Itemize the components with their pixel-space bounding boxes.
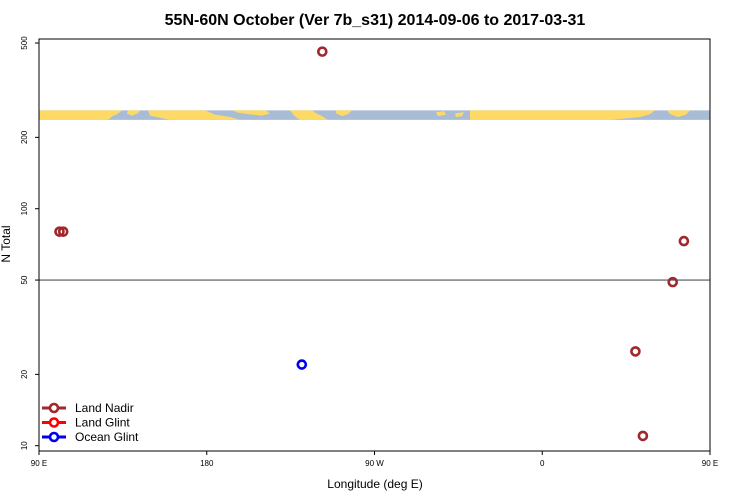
y-tick-label: 10	[20, 441, 29, 450]
y-tick-label: 200	[20, 130, 29, 144]
map-land-0	[39, 110, 122, 120]
data-point	[54, 226, 65, 237]
data-point	[678, 235, 690, 247]
legend-label: Land Glint	[75, 416, 130, 430]
data-point	[637, 430, 649, 442]
world-map-strip	[39, 110, 710, 120]
data-point	[317, 46, 328, 57]
map-land-5	[336, 110, 352, 117]
data-point	[630, 346, 641, 357]
map-land-7	[667, 110, 690, 118]
x-tick-label: 90 E	[31, 459, 47, 468]
x-tick-label: 90 E	[702, 459, 718, 468]
legend-marker	[48, 431, 60, 443]
map-land-4	[290, 110, 328, 120]
map-land-3	[232, 110, 270, 116]
y-tick-label: 20	[20, 369, 29, 378]
y-axis: 10 20 50 100 200 500	[20, 36, 39, 450]
x-tick-label: 90 W	[365, 459, 384, 468]
map-ocean	[39, 110, 710, 120]
x-tick-label: 180	[200, 459, 214, 468]
map-land-9	[455, 112, 464, 118]
y-tick-label: 100	[20, 201, 29, 215]
map-land-2	[148, 110, 240, 120]
plot-area	[38, 38, 711, 452]
x-axis: 90 E 180 90 W 0 90 E	[31, 451, 718, 468]
y-axis-label: N Total	[0, 225, 13, 262]
x-axis-label: Longitude (deg E)	[327, 477, 422, 491]
map-land-1	[127, 110, 140, 116]
y-tick-label: 500	[20, 36, 29, 50]
legend-label: Ocean Glint	[75, 430, 139, 444]
data-point	[667, 276, 679, 288]
data-points	[54, 46, 690, 442]
legend-label: Land Nadir	[75, 401, 134, 415]
legend-marker	[48, 402, 60, 414]
map-land-6	[470, 110, 655, 120]
y-tick-label: 50	[20, 275, 29, 284]
data-point	[57, 226, 69, 237]
legend-marker	[48, 417, 60, 428]
data-point	[296, 359, 308, 370]
map-land-8	[436, 111, 446, 117]
x-tick-label: 0	[540, 459, 545, 468]
chart-title: 55N-60N October (Ver 7b_s31) 2014-09-06 …	[165, 12, 586, 29]
